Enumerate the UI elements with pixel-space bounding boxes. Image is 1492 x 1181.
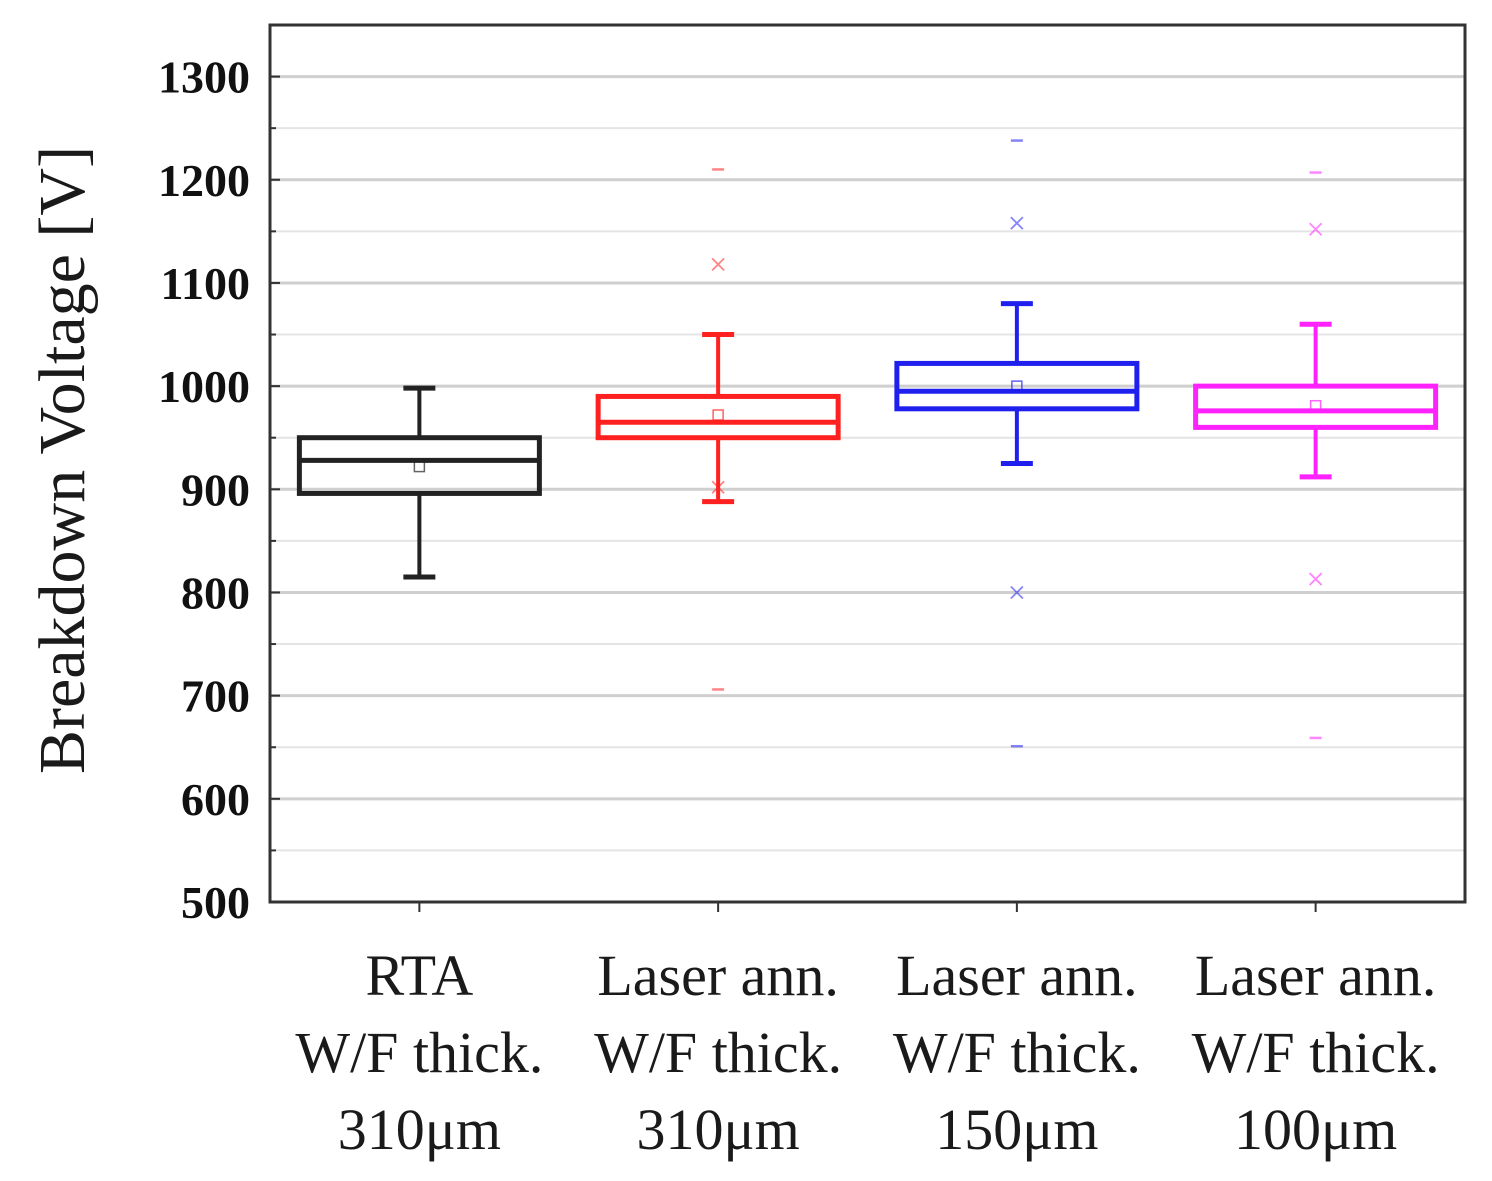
y-tick-label: 1300 [158, 52, 250, 103]
y-tick-label: 1000 [158, 361, 250, 412]
y-tick-label: 600 [181, 774, 250, 825]
plot-frame [268, 23, 1467, 904]
outlier-marker [711, 257, 725, 272]
box-series [1193, 171, 1439, 740]
x-category-label: 310μm [338, 1097, 501, 1162]
axes [268, 23, 1467, 912]
box-iqr [1193, 383, 1439, 430]
outlier-marker [1010, 216, 1024, 230]
outlier-marker [1308, 572, 1323, 586]
mean-marker [413, 460, 426, 473]
outlier-marker [1308, 222, 1323, 236]
y-tick-label: 800 [181, 567, 250, 618]
box-iqr [296, 435, 542, 496]
x-category-label: RTA [365, 943, 473, 1008]
x-category-label: Laser ann. [597, 943, 839, 1008]
mean-marker [712, 409, 724, 421]
mean-marker [1309, 399, 1322, 412]
outlier-marker [711, 480, 725, 494]
tick-labels: 500 600 700 800 900 1000 1100 1200 1300 RTA W/F th… [158, 52, 1440, 1162]
x-category-label: W/F thick. [295, 1020, 543, 1085]
x-category-label: W/F thick. [1192, 1020, 1440, 1085]
box-series [296, 385, 542, 580]
y-tick-label: 900 [181, 464, 250, 515]
box-series [595, 168, 841, 691]
boxes [296, 139, 1439, 748]
x-category-label: 150μm [935, 1097, 1098, 1162]
box-iqr [894, 360, 1140, 412]
y-axis-title: Breakdown Voltage [V] [26, 146, 99, 774]
y-tick-label: 1100 [161, 258, 250, 309]
box-iqr [595, 393, 841, 441]
x-category-label: W/F thick. [893, 1020, 1141, 1085]
y-tick-label: 700 [181, 671, 250, 722]
x-category-label: 310μm [637, 1097, 800, 1162]
x-category-label: W/F thick. [594, 1020, 842, 1085]
y-tick-label: 500 [181, 877, 250, 928]
outlier-marker [1010, 585, 1024, 600]
y-tick-label: 1200 [158, 155, 250, 206]
x-category-label: 100μm [1234, 1097, 1397, 1162]
box-series [894, 139, 1140, 748]
x-category-label: Laser ann. [1195, 943, 1437, 1008]
mean-marker [1011, 380, 1023, 392]
x-category-label: Laser ann. [896, 943, 1138, 1008]
